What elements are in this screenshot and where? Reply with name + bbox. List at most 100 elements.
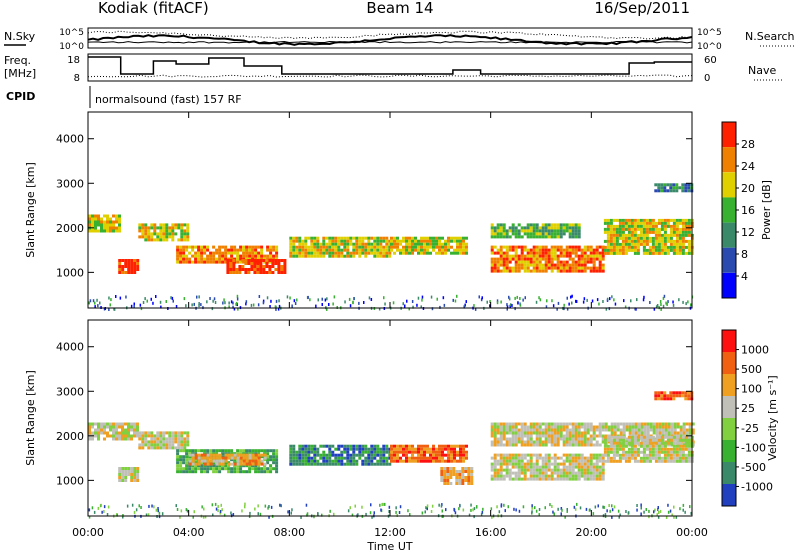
heatmap-cell	[520, 459, 524, 463]
ground-scatter-cell	[538, 513, 540, 517]
ground-scatter-cell	[115, 295, 117, 298]
heatmap-cell	[648, 230, 652, 234]
heatmap-cell	[666, 239, 670, 243]
heatmap-cell	[370, 453, 374, 457]
heatmap-cell	[458, 476, 462, 479]
heatmap-cell	[212, 470, 216, 474]
heatmap-cell	[505, 251, 509, 255]
heatmap-cell	[221, 449, 225, 453]
heatmap-cell	[438, 456, 441, 460]
heatmap-cell	[426, 459, 429, 463]
heatmap-cell	[502, 251, 506, 255]
heatmap-cell	[508, 440, 512, 444]
heatmap-cell	[556, 248, 560, 252]
heatmap-cell	[289, 444, 293, 448]
heatmap-cell	[361, 242, 365, 246]
heatmap-cell	[462, 245, 465, 249]
heatmap-cell	[227, 248, 231, 252]
ground-scatter-cell	[594, 505, 597, 509]
cpid-text: normalsound (fast) 157 RF	[95, 93, 242, 106]
heatmap-cell	[657, 227, 661, 231]
heatmap-cell	[239, 260, 243, 264]
heatmap-cell	[535, 477, 539, 481]
heatmap-cell	[621, 239, 625, 243]
heatmap-cell	[568, 257, 572, 261]
heatmap-cell	[443, 482, 447, 485]
ground-scatter-cell	[215, 507, 218, 511]
heatmap-cell	[636, 438, 640, 442]
heatmap-cell	[688, 428, 692, 432]
freq-right-tick-bottom: 0	[704, 73, 710, 84]
heatmap-cell	[367, 251, 371, 255]
heatmap-cell	[159, 443, 163, 447]
heatmap-cell	[523, 468, 527, 472]
heatmap-cell	[508, 266, 512, 270]
noise-right-tick-bottom: 10^0	[697, 42, 722, 52]
heatmap-cell	[675, 251, 679, 255]
heatmap-cell	[313, 447, 317, 451]
heatmap-cell	[675, 391, 679, 395]
heatmap-cell	[496, 459, 500, 463]
heatmap-cell	[595, 453, 599, 457]
heatmap-cell	[399, 456, 402, 460]
heatmap-cell	[289, 456, 293, 460]
heatmap-cell	[385, 456, 389, 460]
ground-scatter-cell	[538, 296, 540, 300]
heatmap-cell	[642, 218, 646, 222]
heatmap-cell	[147, 232, 151, 236]
heatmap-cell	[174, 226, 178, 230]
heatmap-cell	[517, 232, 521, 236]
heatmap-cell	[580, 437, 584, 441]
heatmap-cell	[511, 226, 515, 230]
heatmap-cell	[538, 428, 542, 432]
heatmap-cell	[565, 263, 569, 267]
ground-scatter-cell	[518, 509, 521, 513]
heatmap-cell	[612, 227, 616, 231]
heatmap-cell	[450, 251, 453, 255]
heatmap-cell	[370, 242, 374, 246]
heatmap-cell	[514, 440, 518, 444]
heatmap-cell	[687, 239, 691, 243]
heatmap-cell	[583, 251, 587, 255]
heatmap-cell	[535, 431, 539, 435]
heatmap-cell	[136, 425, 139, 429]
heatmap-cell	[616, 425, 620, 429]
heatmap-cell	[316, 251, 320, 255]
heatmap-cell	[186, 431, 190, 435]
heatmap-cell	[547, 456, 551, 460]
heatmap-cell	[621, 236, 625, 240]
heatmap-cell	[502, 434, 506, 438]
heatmap-cell	[642, 236, 646, 240]
heatmap-cell	[598, 471, 602, 475]
ground-scatter-cell	[159, 300, 162, 304]
heatmap-cell	[589, 260, 593, 264]
heatmap-cell	[637, 443, 641, 447]
heatmap-cell	[340, 242, 344, 246]
heatmap-cell	[275, 251, 279, 255]
heatmap-cell	[577, 431, 581, 435]
colorbar-tick-label: 1000	[741, 344, 769, 357]
heatmap-cell	[568, 223, 572, 227]
heatmap-cell	[574, 437, 578, 441]
heatmap-cell	[301, 462, 305, 466]
heatmap-cell	[221, 254, 225, 258]
ground-scatter-cell	[212, 299, 214, 303]
heatmap-cell	[248, 254, 252, 258]
heatmap-cell	[106, 425, 109, 429]
heatmap-cell	[654, 239, 658, 243]
heatmap-cell	[624, 248, 628, 252]
heatmap-cell	[621, 224, 625, 228]
heatmap-cell	[669, 394, 673, 398]
heatmap-cell	[553, 465, 557, 469]
ground-scatter-cell	[619, 513, 621, 517]
heatmap-cell	[325, 456, 329, 460]
ground-scatter-cell	[332, 302, 334, 306]
heatmap-cell	[165, 437, 169, 441]
heatmap-cell	[367, 447, 371, 451]
heatmap-cell	[88, 431, 91, 435]
heatmap-cell	[304, 450, 308, 454]
heatmap-cell	[118, 223, 121, 227]
heatmap-cell	[355, 236, 359, 240]
heatmap-cell	[260, 245, 264, 249]
